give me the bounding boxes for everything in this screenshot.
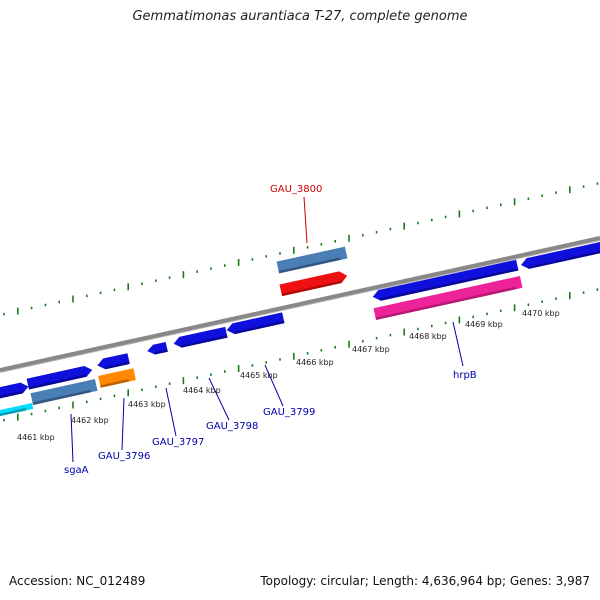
- cds-arrow: [372, 259, 519, 301]
- gene-label-sgaa: sgaA: [64, 465, 89, 476]
- cds-arrow: [26, 366, 93, 390]
- cds-arrow-body: [97, 353, 130, 370]
- cds-arrow-body: [226, 312, 285, 335]
- scale-tick-label: 4467 kbp: [352, 345, 390, 354]
- scale-tick-label: 4465 kbp: [240, 371, 278, 380]
- cds-arrow-body: [372, 259, 519, 301]
- scale-tick-label: 4466 kbp: [296, 358, 334, 367]
- cds-arrow-shade: [181, 335, 228, 348]
- cds-hrpb-pink: [373, 276, 523, 320]
- scale-tick-label: 4464 kbp: [183, 386, 221, 395]
- cds-arrow-shade: [528, 249, 600, 269]
- cds-gau3800-steel-body: [276, 246, 348, 274]
- cds-orange-body: [98, 368, 136, 388]
- cds-gau3800-steel-shade: [278, 257, 341, 274]
- cds-arrow-body: [173, 326, 228, 348]
- accession-text: Accession: NC_012489: [9, 574, 146, 588]
- leader-sgaa: [70, 413, 74, 463]
- gene-label-gau3797: GAU_3797: [152, 437, 204, 448]
- leader-gau3799: [264, 364, 284, 407]
- leader-hrpb: [452, 321, 464, 367]
- cds-arrow: [226, 312, 285, 335]
- cds-arrow-shade: [154, 349, 168, 355]
- cds-arrow: [147, 341, 168, 355]
- cds-gau3800-red: [279, 271, 348, 297]
- cds-arrow-shade: [234, 320, 285, 335]
- cds-steel-lower-shade: [32, 389, 91, 405]
- cds-arrow-body: [520, 241, 600, 269]
- gene-label-gau3796: GAU_3796: [98, 451, 150, 462]
- cds-arrow-shade: [380, 268, 519, 301]
- gene-label-gau3798: GAU_3798: [206, 421, 258, 432]
- leader-gau3797: [165, 387, 177, 437]
- scale-tick-label: 4468 kbp: [409, 332, 447, 341]
- cds-arrow-shade: [28, 374, 87, 390]
- leader-gau3796: [121, 397, 125, 451]
- cds-arrow: [520, 241, 600, 269]
- cds-arrow: [97, 353, 130, 370]
- cds-orange-shade: [100, 379, 130, 388]
- scale-tick-label: 4462 kbp: [71, 416, 109, 425]
- cds-cyan: [0, 402, 34, 418]
- leader-gau3798: [208, 377, 230, 421]
- cds-gau3800-red-body: [279, 271, 348, 297]
- cds-arrow-body: [0, 382, 29, 401]
- cds-cyan-shade: [0, 407, 27, 418]
- scale-tick-label: 4461 kbp: [17, 433, 55, 442]
- cds-gau3800-red-shade: [281, 280, 342, 297]
- scale-tick-label: 4463 kbp: [128, 400, 166, 409]
- cds-arrow: [0, 382, 29, 401]
- cds-arrow-body: [26, 366, 93, 390]
- cds-hrpb-pink-body: [373, 276, 523, 320]
- cds-orange: [98, 368, 136, 388]
- map-title: Gemmatimonas aurantiaca T-27, complete g…: [132, 9, 468, 24]
- scale-tick-label: 4470 kbp: [522, 309, 560, 318]
- scale-tick-label: 4469 kbp: [465, 320, 503, 329]
- cds-arrow-shade: [0, 390, 23, 401]
- leader-gau3800: [303, 196, 308, 244]
- gene-label-gau3799: GAU_3799: [263, 407, 315, 418]
- cds-steel-lower: [30, 379, 98, 405]
- cds-gau3800-steel: [276, 246, 348, 274]
- gene-label-gau3800: GAU_3800: [270, 184, 322, 195]
- genome-summary-text: Topology: circular; Length: 4,636,964 bp…: [260, 574, 590, 588]
- cds-hrpb-pink-shade: [375, 286, 516, 320]
- gene-label-hrpb: hrpB: [453, 370, 477, 381]
- backbone-line: [0, 236, 600, 372]
- cds-arrow: [173, 326, 228, 348]
- cds-arrow-shade: [104, 361, 130, 370]
- cds-steel-lower-body: [30, 379, 98, 405]
